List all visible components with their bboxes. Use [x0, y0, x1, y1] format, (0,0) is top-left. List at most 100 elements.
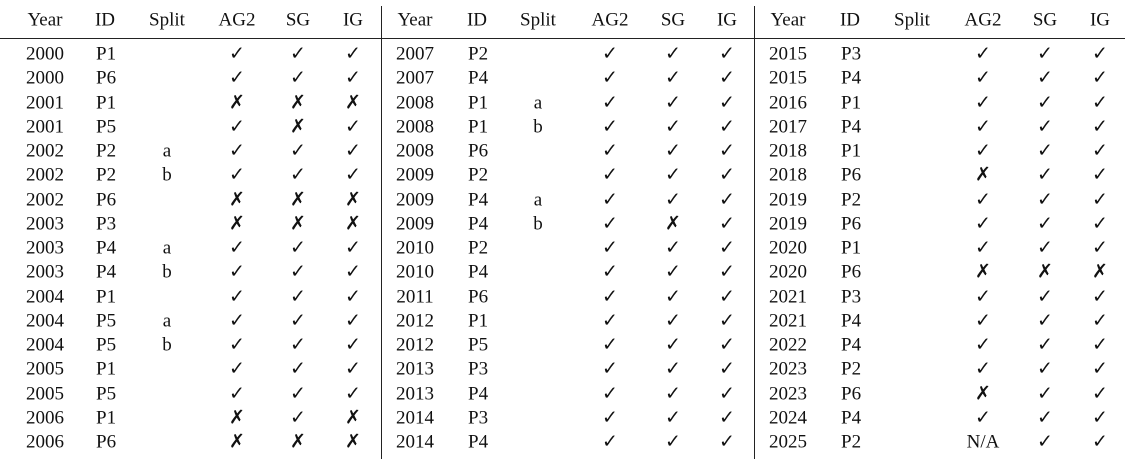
id-cell: P1 [468, 92, 489, 113]
year-cell: 2012 [396, 310, 434, 332]
split-cell: a [533, 189, 543, 210]
ig-cell: ✓ [719, 140, 735, 162]
ig-cell: ✓ [719, 383, 735, 404]
year-cell: 2023 [769, 383, 807, 404]
id-cell: P3 [468, 407, 489, 429]
sg-cell: ✓ [665, 237, 681, 259]
sg-cell: ✓ [665, 92, 681, 113]
sg-cell: ✓ [1037, 334, 1053, 356]
ag2-cell: ✗ [229, 92, 245, 113]
ig-cell: ✓ [1092, 92, 1108, 113]
sg-cell: ✓ [1037, 310, 1053, 332]
ag2-cell: ✓ [975, 140, 991, 162]
column-header: IG [342, 9, 364, 31]
ig-cell: ✗ [345, 213, 361, 235]
ag2-cell: ✓ [229, 334, 245, 356]
sg-cell: ✓ [665, 140, 681, 162]
sg-cell: ✗ [290, 213, 306, 235]
year-cell: 2003 [26, 237, 64, 259]
ag2-cell: ✓ [229, 261, 245, 283]
ig-cell: ✓ [719, 286, 735, 307]
sg-cell: ✗ [290, 431, 306, 453]
sg-cell: ✓ [665, 407, 681, 429]
year-cell: 2024 [769, 407, 807, 429]
year-cell: 2020 [769, 261, 807, 283]
id-cell: P2 [96, 164, 117, 186]
ag2-cell: ✗ [229, 431, 245, 453]
ig-cell: ✓ [1092, 43, 1108, 65]
ag2-cell: ✓ [975, 407, 991, 429]
ag2-cell: ✓ [975, 43, 991, 65]
ig-cell: ✓ [345, 261, 361, 283]
ag2-cell: ✓ [975, 237, 991, 259]
column-header: IG [716, 9, 738, 31]
ig-cell: ✓ [1092, 407, 1108, 429]
id-cell: P6 [96, 67, 117, 89]
split-cell: a [162, 237, 172, 259]
year-cell: 2016 [769, 92, 807, 113]
ag2-cell: ✓ [975, 334, 991, 356]
sg-cell: ✓ [665, 116, 681, 138]
year-cell: 2021 [769, 310, 807, 332]
year-cell: 2002 [26, 140, 64, 162]
id-cell: P1 [96, 358, 117, 380]
ig-cell: ✓ [345, 310, 361, 332]
split-cell: b [162, 334, 172, 356]
ig-cell: ✓ [1092, 334, 1108, 356]
ig-cell: ✓ [719, 407, 735, 429]
ag2-cell: ✓ [602, 67, 618, 89]
year-cell: 2009 [396, 164, 434, 186]
id-cell: P3 [96, 213, 117, 235]
column-header: AG2 [218, 9, 256, 31]
id-cell: P6 [468, 286, 489, 307]
ag2-cell: ✓ [229, 67, 245, 89]
year-cell: 2008 [396, 92, 434, 113]
ag2-cell: ✓ [602, 116, 618, 138]
year-cell: 2007 [396, 67, 434, 89]
year-cell: 2014 [396, 407, 434, 429]
column-header: Year [397, 9, 433, 31]
year-cell: 2010 [396, 237, 434, 259]
sg-cell: ✗ [290, 189, 306, 210]
column-header: AG2 [964, 9, 1002, 31]
sg-cell: ✗ [1037, 261, 1053, 283]
ig-cell: ✓ [719, 334, 735, 356]
ig-cell: ✓ [1092, 237, 1108, 259]
ag2-cell: ✗ [975, 164, 991, 186]
sg-cell: ✓ [665, 43, 681, 65]
year-cell: 2015 [769, 67, 807, 89]
ig-cell: ✓ [719, 431, 735, 453]
year-cell: 2004 [26, 334, 64, 356]
sg-cell: ✓ [665, 164, 681, 186]
ag2-cell: ✓ [602, 189, 618, 210]
ig-cell: ✗ [345, 431, 361, 453]
sg-cell: ✓ [290, 43, 306, 65]
sg-cell: ✓ [665, 334, 681, 356]
ag2-cell: ✓ [602, 92, 618, 113]
id-cell: P6 [841, 383, 862, 404]
year-cell: 2008 [396, 116, 434, 138]
ig-cell: ✓ [719, 358, 735, 380]
ag2-cell: ✓ [229, 286, 245, 307]
year-cell: 2011 [396, 286, 434, 307]
header-rule [0, 38, 1125, 39]
year-cell: 2018 [769, 164, 807, 186]
year-cell: 2013 [396, 358, 434, 380]
column-header: IG [1089, 9, 1111, 31]
ag2-cell: ✓ [602, 164, 618, 186]
ig-cell: ✗ [1092, 261, 1108, 283]
column-header: AG2 [591, 9, 629, 31]
ig-cell: ✓ [719, 213, 735, 235]
ag2-cell: ✓ [975, 92, 991, 113]
id-cell: P1 [96, 286, 117, 307]
column-header: SG [660, 9, 686, 31]
id-cell: P1 [841, 140, 862, 162]
id-cell: P1 [841, 237, 862, 259]
year-cell: 2010 [396, 261, 434, 283]
sg-cell: ✓ [665, 189, 681, 210]
sg-cell: ✗ [290, 116, 306, 138]
id-cell: P4 [468, 189, 489, 210]
ig-cell: ✓ [1092, 116, 1108, 138]
ig-cell: ✓ [719, 164, 735, 186]
